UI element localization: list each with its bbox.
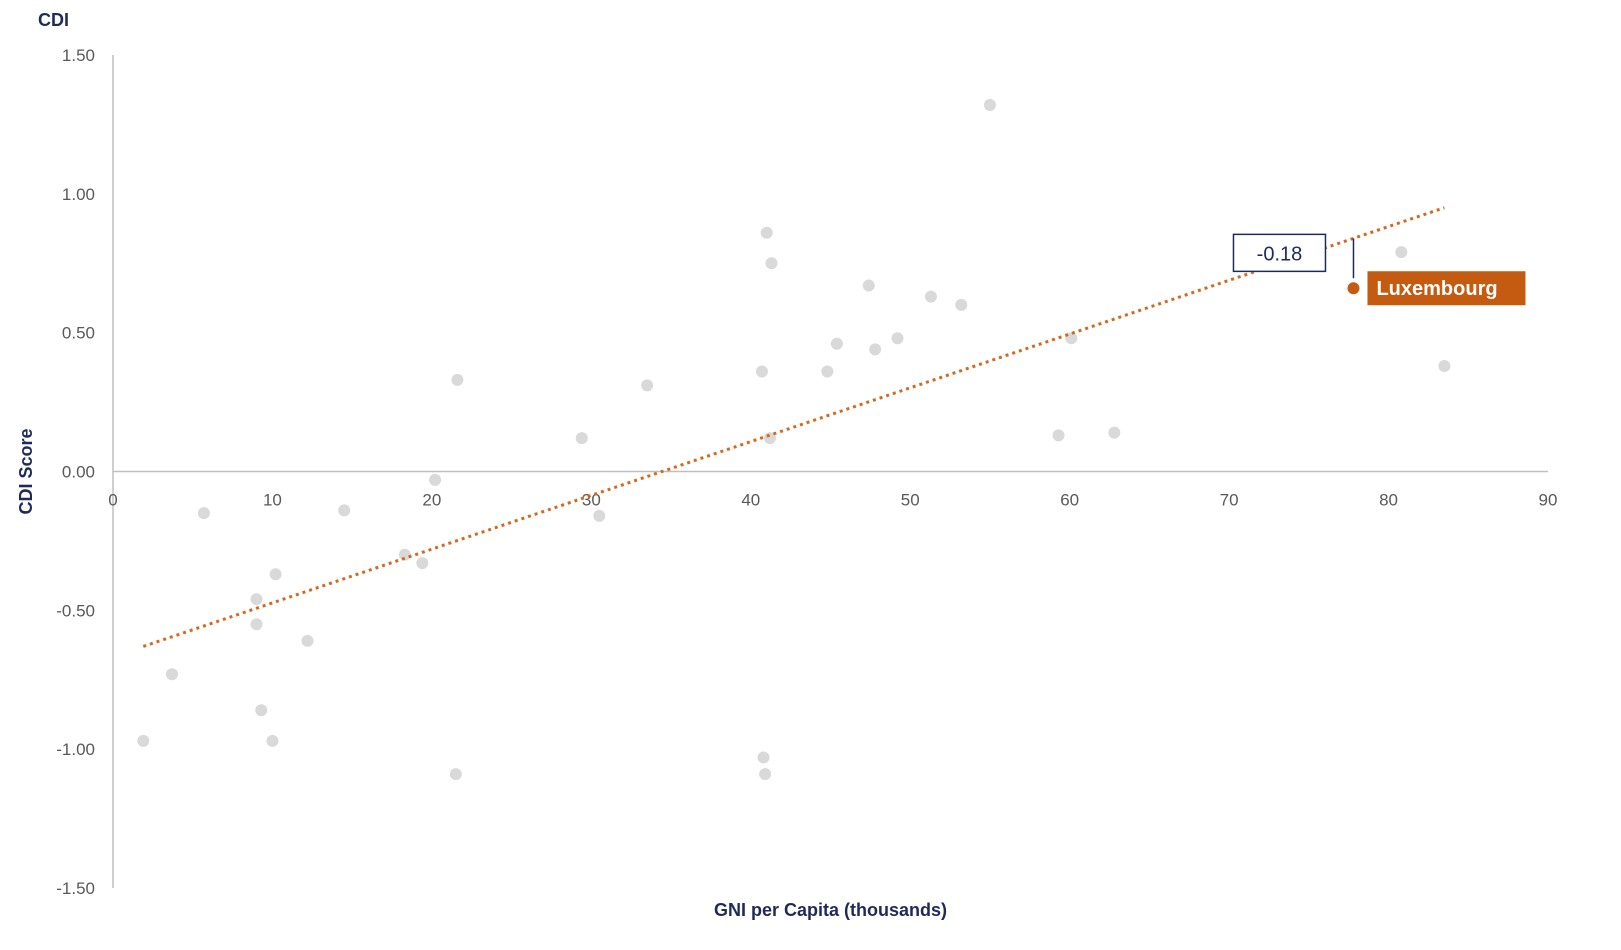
- data-point: [1438, 359, 1451, 372]
- highlight-label: Luxembourg: [1376, 278, 1497, 300]
- y-tick-label: -0.50: [56, 601, 95, 620]
- data-point: [266, 734, 279, 747]
- data-point: [1108, 426, 1121, 439]
- x-tick-label: 20: [422, 491, 441, 510]
- data-point: [416, 557, 429, 570]
- data-point: [255, 704, 268, 717]
- data-point: [869, 343, 882, 356]
- data-point: [269, 568, 282, 581]
- x-tick-label: 30: [582, 491, 601, 510]
- data-point: [760, 226, 773, 239]
- x-tick-label: 40: [741, 491, 760, 510]
- data-point: [862, 279, 875, 292]
- data-point: [1052, 429, 1065, 442]
- data-point: [641, 379, 654, 392]
- x-tick-label: 60: [1060, 491, 1079, 510]
- x-tick-label: 50: [901, 491, 920, 510]
- data-point: [759, 768, 772, 781]
- y-tick-label: -1.50: [56, 879, 95, 898]
- data-point: [830, 337, 843, 350]
- x-tick-labels: 0 10 20 30 40 50 60 70 80 90: [108, 491, 1557, 510]
- x-tick-label: 90: [1539, 491, 1558, 510]
- data-point: [301, 634, 314, 647]
- data-point: [449, 768, 462, 781]
- highlight-label-box: [1367, 271, 1526, 306]
- y-tick-label: 1.50: [62, 46, 95, 65]
- data-point: [575, 432, 588, 445]
- data-point: [250, 593, 263, 606]
- y-axis-title: CDI Score: [16, 428, 36, 514]
- data-point: [451, 373, 464, 386]
- highlight-luxembourg: Luxembourg: [1347, 271, 1526, 306]
- data-point: [1395, 246, 1408, 259]
- residual-callout: -0.18: [1232, 233, 1355, 279]
- callout-value: -0.18: [1257, 243, 1303, 265]
- callout-box: [1232, 233, 1327, 273]
- y-tick-label: 1.00: [62, 185, 95, 204]
- y-tick-label: 0.00: [62, 463, 95, 482]
- x-tick-label: 80: [1379, 491, 1398, 510]
- chart-title: CDI: [38, 10, 69, 30]
- x-tick-label: 0: [108, 491, 117, 510]
- data-point: [924, 290, 937, 303]
- data-points: [137, 98, 1451, 781]
- trend-line: [142, 206, 1445, 648]
- data-point: [429, 473, 442, 486]
- data-point: [983, 98, 996, 111]
- x-tick-label: 70: [1220, 491, 1239, 510]
- data-point: [755, 365, 768, 378]
- y-tick-label: 0.50: [62, 324, 95, 343]
- data-point: [250, 618, 263, 631]
- data-point: [165, 668, 178, 681]
- data-point: [955, 298, 968, 311]
- data-point: [593, 509, 606, 522]
- data-point: [137, 734, 150, 747]
- x-axis-title: GNI per Capita (thousands): [714, 900, 947, 920]
- highlight-point: [1347, 282, 1360, 295]
- data-point: [757, 751, 770, 764]
- data-point: [338, 504, 351, 517]
- y-tick-label: -1.00: [56, 740, 95, 759]
- y-tick-labels: 1.50 1.00 0.50 0.00 -0.50 -1.00 -1.50: [56, 46, 95, 898]
- data-point: [197, 507, 210, 520]
- x-tick-label: 10: [263, 491, 282, 510]
- data-point: [891, 332, 904, 345]
- data-point: [821, 365, 834, 378]
- data-point: [765, 257, 778, 270]
